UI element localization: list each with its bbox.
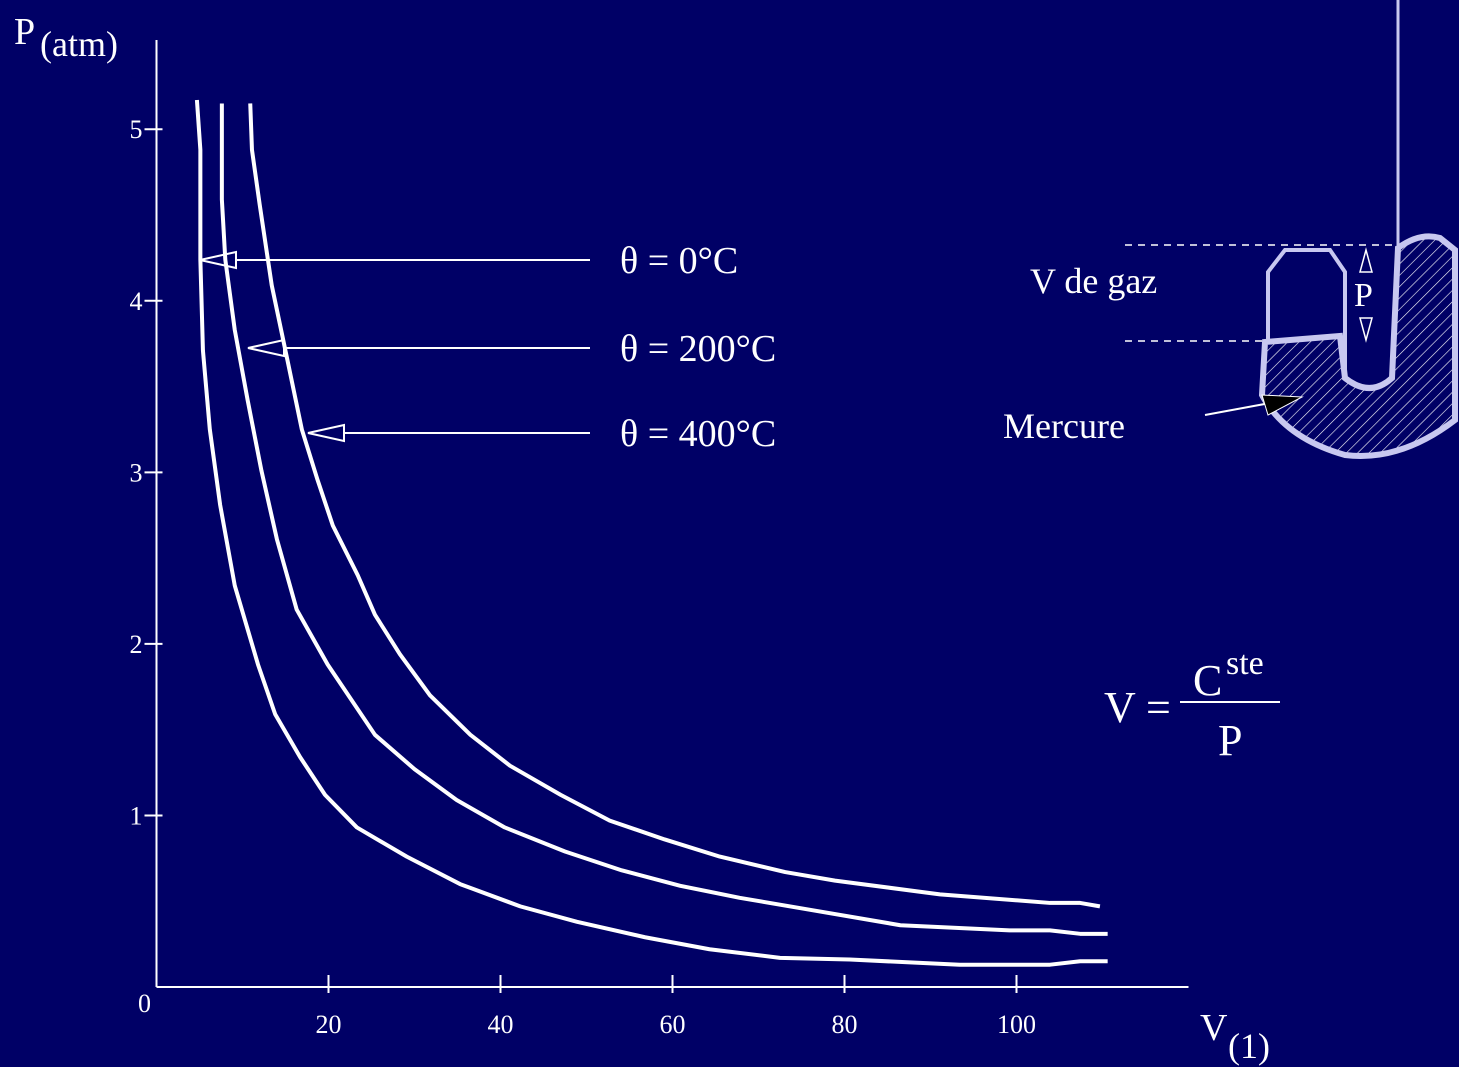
x-tick-label: 60 bbox=[660, 1010, 686, 1039]
mercury-label: Mercure bbox=[1003, 406, 1125, 446]
arrow-head bbox=[307, 423, 345, 443]
y-tick-label: 1 bbox=[130, 801, 143, 830]
y-tick-label: 3 bbox=[130, 458, 143, 487]
curve-label: θ = 400°C bbox=[620, 413, 776, 455]
x-tick-label: 0 bbox=[138, 989, 151, 1018]
x-tick-label: 100 bbox=[997, 1010, 1036, 1039]
curve-label: θ = 200°C bbox=[620, 328, 776, 370]
curve-label: θ = 0°C bbox=[620, 240, 738, 282]
x-tick-label: 20 bbox=[316, 1010, 342, 1039]
x-tick-label: 40 bbox=[488, 1010, 514, 1039]
x-tick-label: 80 bbox=[832, 1010, 858, 1039]
x-axis-label: V bbox=[1200, 1007, 1228, 1049]
y-tick-label: 5 bbox=[130, 115, 143, 144]
y-tick-label: 2 bbox=[130, 630, 143, 659]
y-tick-label: 4 bbox=[130, 287, 143, 316]
y-axis-label-sub: (atm) bbox=[40, 24, 118, 64]
manometer bbox=[1125, 0, 1458, 459]
y-axis-label: P bbox=[14, 11, 35, 53]
formula-numerator: C bbox=[1193, 656, 1222, 705]
formula-superscript: ste bbox=[1226, 645, 1264, 682]
gas-label: V de gaz bbox=[1030, 261, 1157, 301]
formula-denominator: P bbox=[1218, 716, 1242, 765]
pressure-label: P bbox=[1354, 277, 1373, 314]
curve bbox=[219, 103, 1108, 936]
curve bbox=[248, 103, 1101, 909]
x-axis-label-sub: (1) bbox=[1228, 1026, 1270, 1066]
formula-lhs: V = bbox=[1104, 683, 1171, 732]
curve bbox=[194, 99, 1108, 967]
